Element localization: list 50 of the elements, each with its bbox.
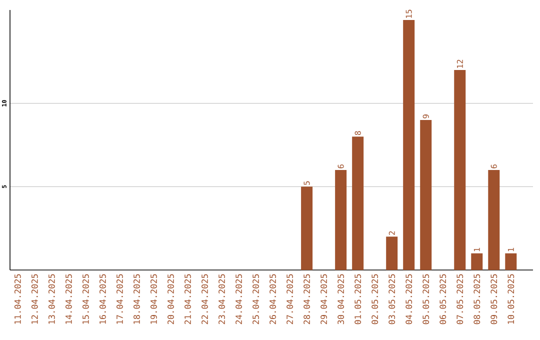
- data-label: 6: [338, 164, 344, 168]
- x-tick-label: 20.04.2025: [168, 274, 174, 324]
- x-tick-label: 08.05.2025: [474, 274, 480, 324]
- x-tick-label: 07.05.2025: [456, 274, 464, 324]
- x-tick-label: 27.04.2025: [286, 274, 294, 324]
- x-tick-label: 19.04.2025: [150, 274, 157, 324]
- x-tick-label: 09.05.2025: [490, 274, 498, 324]
- x-tick-label: 12.04.2025: [31, 274, 38, 324]
- bar: [335, 170, 347, 270]
- data-label: 2: [388, 231, 395, 235]
- data-label: 8: [354, 131, 361, 135]
- x-tick-label: 01.05.2025: [354, 274, 362, 324]
- bar: [471, 253, 483, 270]
- bar: [386, 236, 398, 270]
- data-label: 12: [456, 60, 463, 68]
- data-label: 6: [490, 164, 497, 168]
- x-tick-label: 02.05.2025: [372, 274, 378, 324]
- x-tick-label: 18.04.2025: [134, 274, 140, 324]
- bar: [505, 253, 517, 270]
- x-tick-label: 16.04.2025: [99, 274, 106, 324]
- x-tick-label: 17.04.2025: [116, 274, 123, 324]
- x-tick-label: 11.04.2025: [14, 274, 21, 324]
- x-tick-label: 06.05.2025: [440, 274, 446, 324]
- bar: [403, 20, 415, 270]
- x-tick-label: 04.05.2025: [406, 274, 412, 324]
- x-tick-label: 05.05.2025: [422, 274, 430, 324]
- x-tick-label: 21.04.2025: [184, 274, 191, 324]
- x-tick-label: 22.04.2025: [202, 274, 208, 324]
- bar: [454, 70, 466, 270]
- bar: [301, 186, 313, 270]
- x-tick-label: 15.04.2025: [82, 274, 89, 324]
- x-tick-label: 23.04.2025: [218, 274, 225, 324]
- x-tick-label: 30.04.2025: [338, 274, 344, 324]
- bar: [420, 120, 432, 270]
- data-label: 9: [422, 114, 429, 118]
- x-tick-label: 29.04.2025: [320, 274, 328, 324]
- x-tick-label: 25.04.2025: [252, 274, 259, 324]
- bar: [488, 170, 500, 270]
- bar: [352, 136, 364, 270]
- data-label: 1: [474, 248, 480, 252]
- x-tick-label: 13.04.2025: [48, 274, 55, 324]
- data-label: 5: [304, 181, 310, 185]
- data-label: 15: [406, 10, 412, 18]
- x-tick-label: 28.04.2025: [304, 274, 310, 324]
- x-tick-label: 03.05.2025: [388, 274, 396, 324]
- x-tick-label: 10.05.2025: [508, 274, 514, 324]
- x-tick-label: 26.04.2025: [270, 274, 276, 324]
- data-label: 1: [508, 248, 514, 252]
- x-tick-label: 24.04.2025: [236, 274, 242, 324]
- x-tick-label: 14.04.2025: [65, 274, 72, 324]
